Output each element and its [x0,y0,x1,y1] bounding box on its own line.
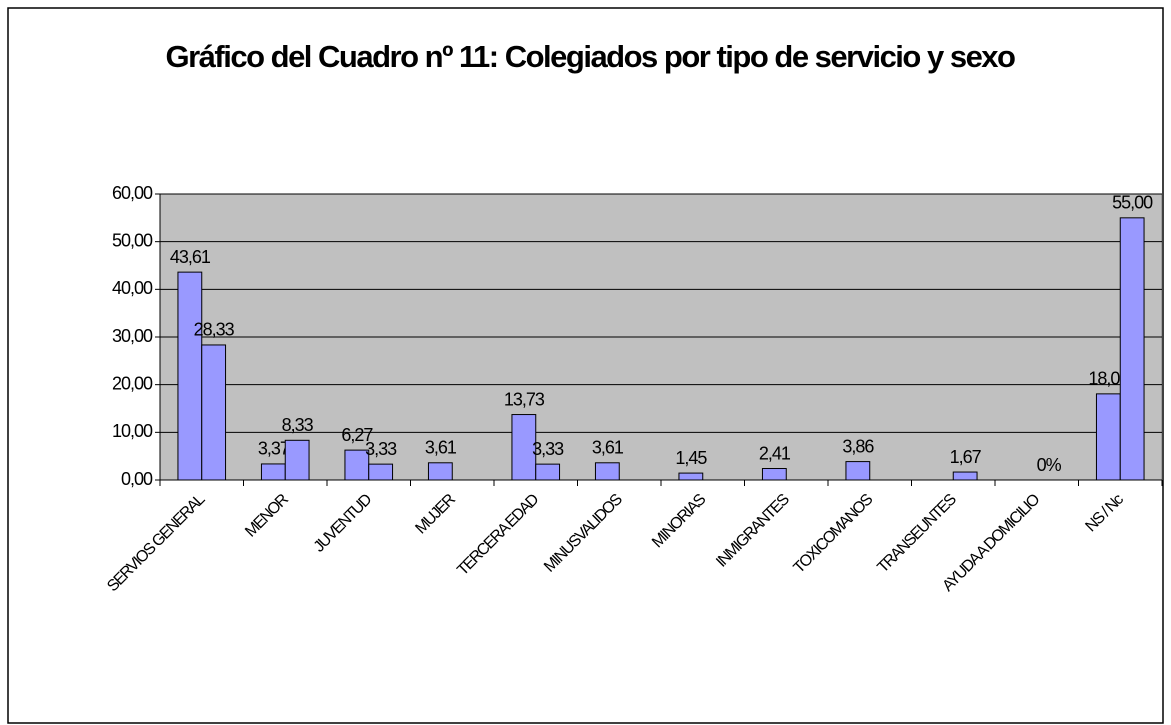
data-label: 13,73 [504,389,545,409]
bar [1095,393,1121,481]
bar [201,344,227,481]
bar [284,439,310,481]
y-tick-label: 50,00 [112,230,153,250]
data-label: 2,41 [759,443,791,463]
chart-title: Gráfico del Cuadro nº 11: Colegiados por… [165,39,1016,74]
y-tick-label: 30,00 [112,326,153,346]
bar [845,461,871,481]
y-tick-label: 10,00 [112,421,153,441]
data-label: 55,00 [1112,193,1153,213]
data-label: 1,67 [950,447,982,467]
data-label: 43,61 [170,247,211,267]
data-label: 6,27 [341,425,373,445]
bar [427,462,453,481]
data-label: 0% [1037,455,1062,475]
bar [1119,217,1145,481]
data-label: 28,33 [194,320,235,340]
y-tick-label: 40,00 [112,278,153,298]
bar [952,471,978,481]
bar [535,463,561,481]
data-label: 3,33 [532,439,564,459]
data-label: 3,37 [258,439,290,459]
data-label: 1,45 [675,448,707,468]
bar [177,271,203,481]
y-tick-label: 20,00 [112,373,153,393]
bar [761,468,787,481]
bar [678,472,704,481]
data-label: 3,33 [365,439,397,459]
data-label: 8,33 [282,415,314,435]
y-tick-label: 60,00 [112,183,153,203]
data-label: 3,86 [842,436,874,456]
bar [368,463,394,481]
data-label: 3,61 [592,438,624,458]
bar [594,462,620,481]
bar [260,463,286,481]
y-tick-label: 0,00 [121,469,153,489]
bar [511,414,537,481]
data-label: 3,61 [425,438,457,458]
